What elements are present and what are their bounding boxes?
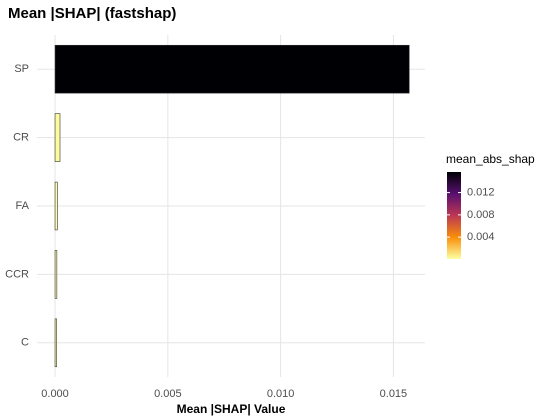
colorbar-label: 0.008 (467, 209, 495, 221)
x-tick-label: 0.010 (267, 388, 295, 400)
x-tick-label: 0.015 (380, 388, 408, 400)
bar (54, 44, 410, 94)
y-tick-label: FA (16, 200, 30, 212)
bar (54, 250, 58, 299)
bar (54, 113, 61, 162)
y-tick-label: SP (14, 63, 29, 75)
y-tick-label: CCR (5, 268, 29, 280)
legend-title: mean_abs_shap (446, 152, 535, 166)
colorbar-label: 0.004 (467, 231, 495, 243)
bar (54, 181, 58, 231)
x-axis-title: Mean |SHAP| Value (177, 402, 286, 416)
colorbar-label: 0.012 (467, 187, 495, 199)
x-tick-label: 0.000 (41, 388, 69, 400)
chart-title: Mean |SHAP| (fastshap) (8, 5, 176, 22)
y-tick-label: CR (13, 132, 29, 144)
bar (54, 318, 57, 368)
y-tick-label: C (21, 337, 29, 349)
x-tick-label: 0.005 (154, 388, 182, 400)
colorbar (447, 172, 461, 259)
